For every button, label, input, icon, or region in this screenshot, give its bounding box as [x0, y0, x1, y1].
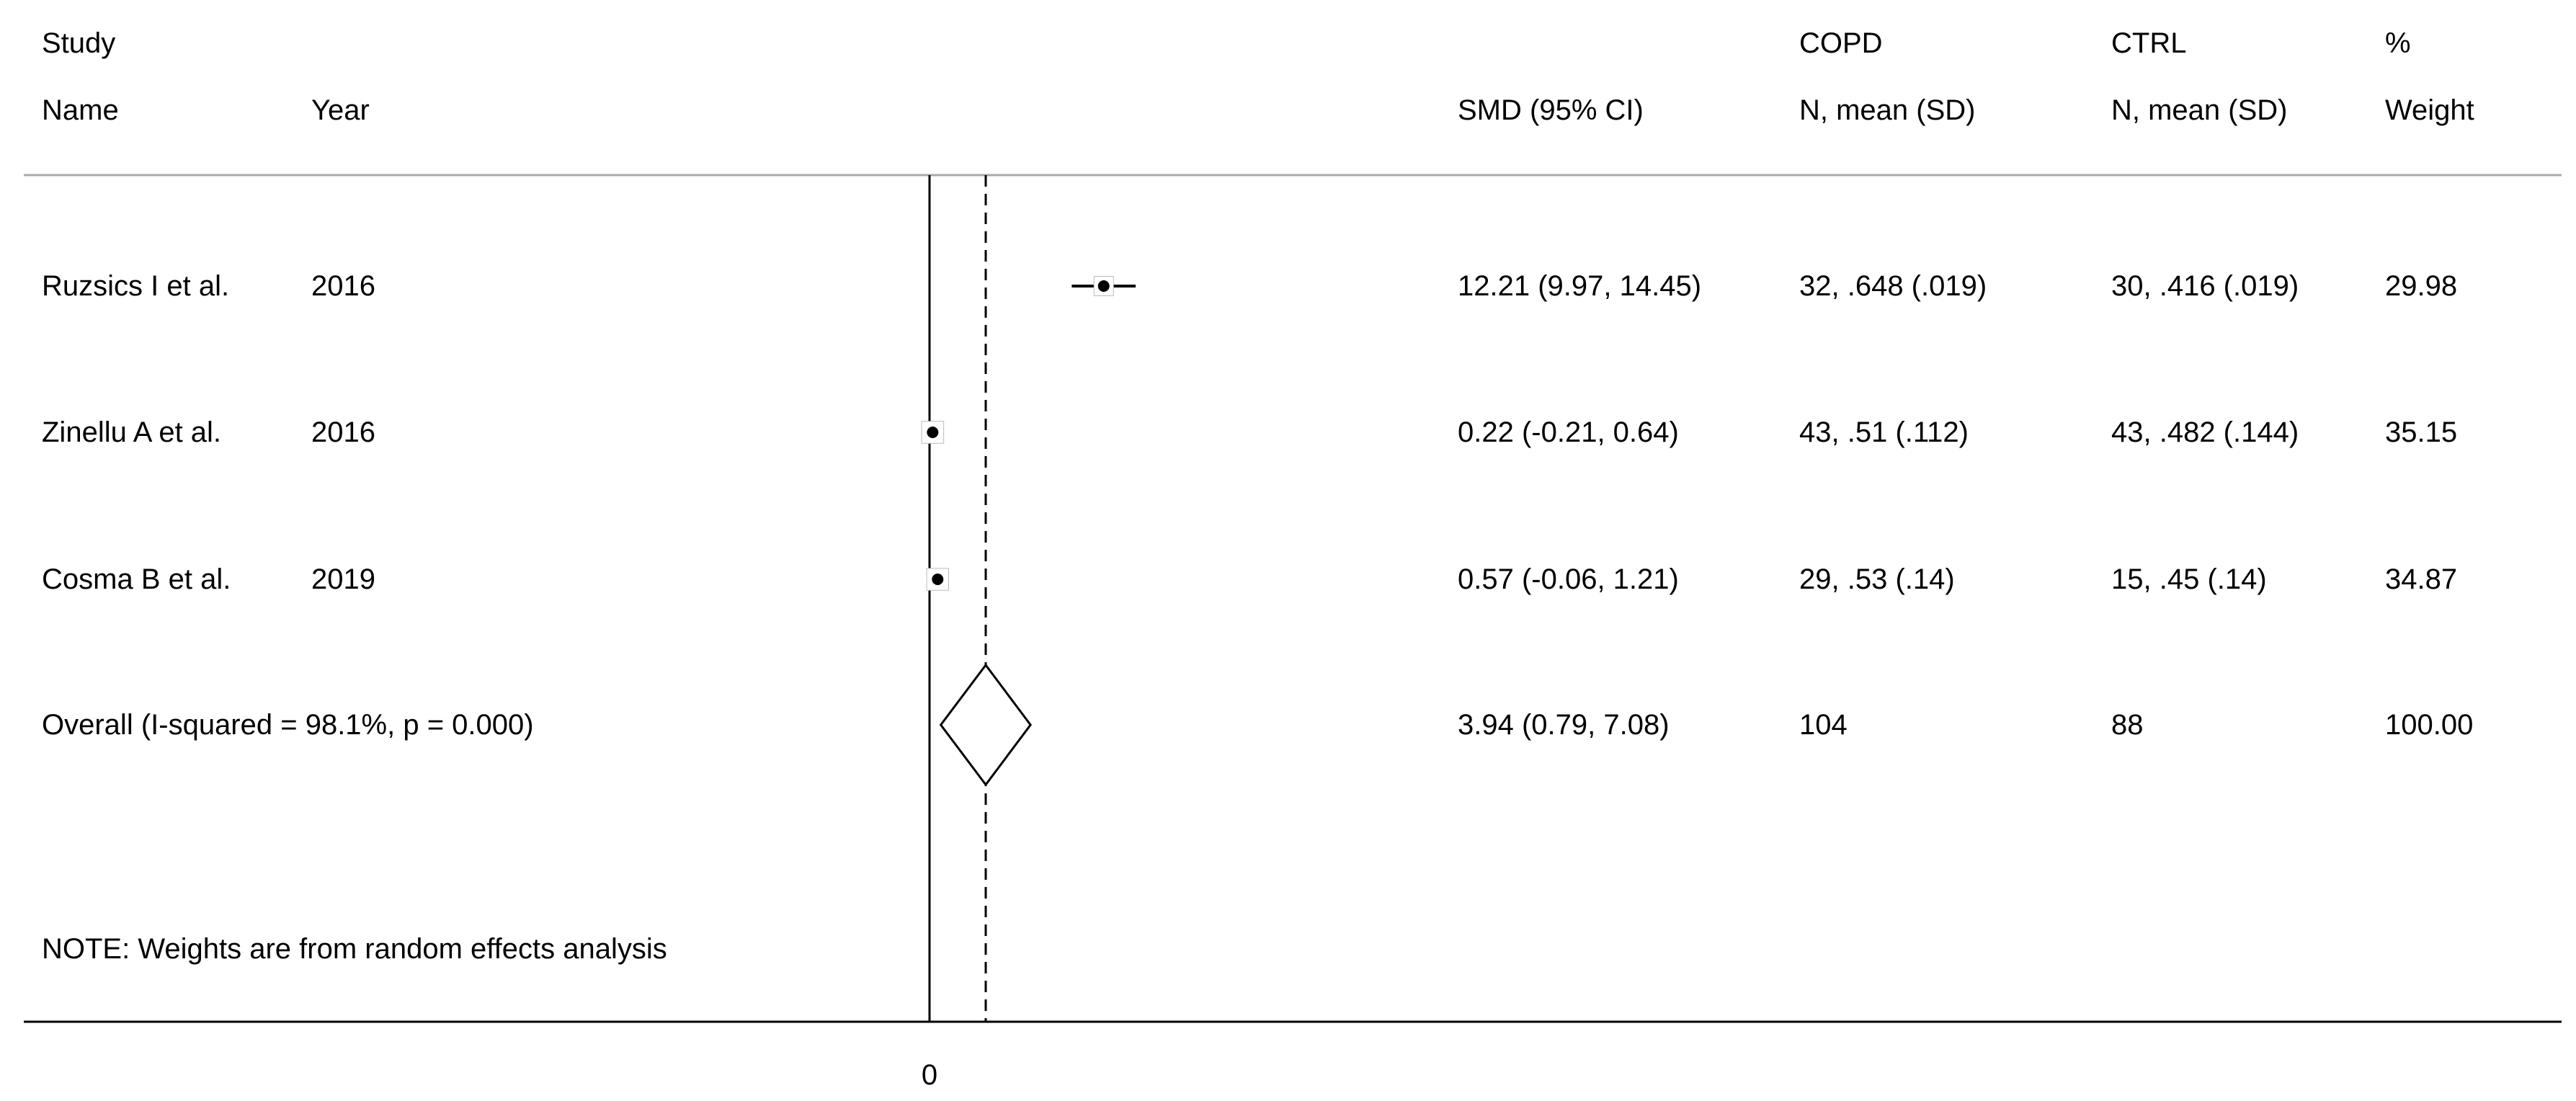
header-weight-pct: %	[2385, 27, 2411, 59]
study-ci-text: 0.57 (-0.06, 1.21)	[1458, 563, 1679, 595]
point-estimate	[927, 427, 939, 438]
study-ci-text: 12.21 (9.97, 14.45)	[1458, 270, 1702, 302]
header-year: Year	[311, 94, 370, 126]
study-ci-text: 0.22 (-0.21, 0.64)	[1458, 416, 1679, 448]
study-ctrl: 30, .416 (.019)	[2111, 270, 2299, 302]
overall-copd: 104	[1799, 709, 1848, 741]
header-name: Name	[42, 94, 119, 126]
overall-ctrl: 88	[2111, 709, 2144, 741]
study-copd: 29, .53 (.14)	[1799, 563, 1955, 595]
x-tick-label: 0	[922, 1059, 937, 1091]
study-name: Cosma B et al.	[42, 563, 231, 595]
point-estimate	[932, 574, 944, 585]
study-ctrl: 43, .482 (.144)	[2111, 416, 2299, 448]
overall-weight: 100.00	[2385, 709, 2474, 741]
study-ctrl: 15, .45 (.14)	[2111, 563, 2267, 595]
overall-diamond	[939, 663, 1033, 787]
header-ctrl-sub: N, mean (SD)	[2111, 94, 2288, 126]
footnote: NOTE: Weights are from random effects an…	[42, 933, 667, 965]
study-year: 2019	[311, 563, 375, 595]
study-name: Zinellu A et al.	[42, 416, 222, 448]
header-study: Study	[42, 27, 116, 59]
study-weight: 35.15	[2385, 416, 2458, 448]
study-year: 2016	[311, 416, 375, 448]
study-name: Ruzsics I et al.	[42, 270, 230, 302]
study-copd: 32, .648 (.019)	[1799, 270, 1987, 302]
header-weight: Weight	[2385, 94, 2474, 126]
header-copd-sub: N, mean (SD)	[1799, 94, 1976, 126]
study-weight: 34.87	[2385, 563, 2458, 595]
study-year: 2016	[311, 270, 375, 302]
header-smd-ci: SMD (95% CI)	[1458, 94, 1644, 126]
overall-label: Overall (I-squared = 98.1%, p = 0.000)	[42, 709, 534, 741]
header-copd: COPD	[1799, 27, 1883, 59]
study-copd: 43, .51 (.112)	[1799, 416, 1969, 448]
study-weight: 29.98	[2385, 270, 2458, 302]
overall-ci-text: 3.94 (0.79, 7.08)	[1458, 709, 1670, 741]
point-estimate	[1097, 280, 1110, 292]
header-ctrl: CTRL	[2111, 27, 2187, 59]
